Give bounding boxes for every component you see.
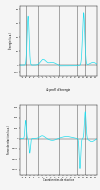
- Text: ① profil d'énergie: ① profil d'énergie: [46, 88, 71, 92]
- X-axis label: Coordonnées de réaction: Coordonnées de réaction: [43, 178, 74, 182]
- Y-axis label: Force de réaction (u.a.): Force de réaction (u.a.): [8, 125, 12, 154]
- Y-axis label: Énergie (u.a.): Énergie (u.a.): [8, 32, 13, 49]
